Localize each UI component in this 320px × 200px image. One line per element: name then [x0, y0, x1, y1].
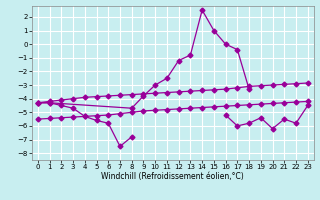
X-axis label: Windchill (Refroidissement éolien,°C): Windchill (Refroidissement éolien,°C) — [101, 172, 244, 181]
